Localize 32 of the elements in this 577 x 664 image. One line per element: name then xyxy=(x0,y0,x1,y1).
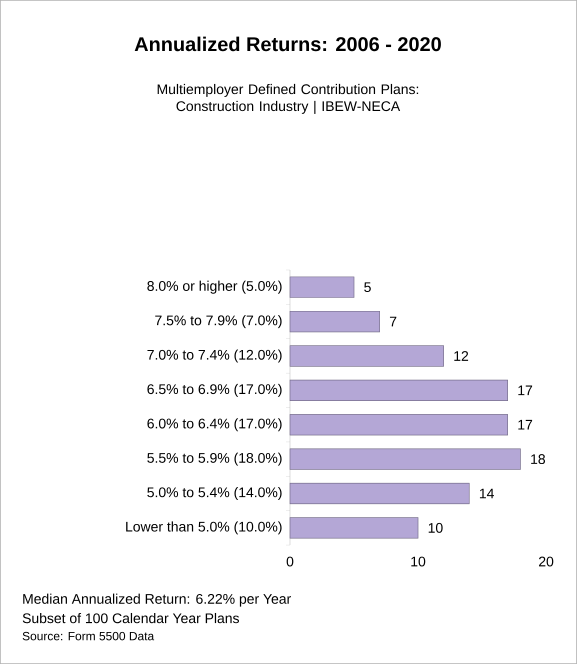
x-tick-label: 10 xyxy=(411,556,426,566)
bar xyxy=(290,414,508,436)
y-tick-label: 5.0% to 5.4% (14.0%) xyxy=(147,487,282,500)
bar xyxy=(290,482,470,504)
data-label: 7 xyxy=(390,316,396,326)
y-tick-label: 6.5% to 6.9% (17.0%) xyxy=(147,384,282,397)
data-label: 12 xyxy=(454,351,468,361)
chart-subtitle: Multiemployer Defined Contribution Plans: Construction Industry | IBEW-NECA xyxy=(158,84,418,114)
bar xyxy=(290,276,354,298)
bar xyxy=(290,517,418,539)
x-tick-label: 20 xyxy=(539,556,554,566)
bar xyxy=(290,380,508,401)
bar xyxy=(290,345,444,367)
y-tick-label: 7.0% to 7.4% (12.0%) xyxy=(147,349,282,362)
source-note: Source: Form 5500 Data xyxy=(22,632,154,640)
text: Subset of 100 Calendar Year Plans xyxy=(22,612,240,624)
y-tick-label: 6.0% to 6.4% (17.0%) xyxy=(147,418,282,432)
bar xyxy=(290,448,521,470)
data-label: 17 xyxy=(518,420,532,430)
y-tick-label: 7.5% to 7.9% (7.0%) xyxy=(155,315,282,328)
data-label: 5 xyxy=(364,282,371,292)
bar xyxy=(290,310,380,332)
data-label: 17 xyxy=(518,386,532,396)
text: Median Annualized Return: 6.22% per Year xyxy=(23,594,291,607)
x-tick-label: 0 xyxy=(286,556,294,566)
y-tick-label: 8.0% or higher (5.0%) xyxy=(147,280,282,294)
data-label: 18 xyxy=(531,454,546,464)
data-label: 14 xyxy=(480,488,494,498)
chart-title: Annualized Returns: 2006 - 2020 xyxy=(134,36,441,52)
y-tick-label: 5.5% to 5.9% (18.0%) xyxy=(147,452,282,466)
y-tick-label: Lower than 5.0% (10.0%) xyxy=(126,521,282,534)
data-label: 10 xyxy=(428,522,443,533)
